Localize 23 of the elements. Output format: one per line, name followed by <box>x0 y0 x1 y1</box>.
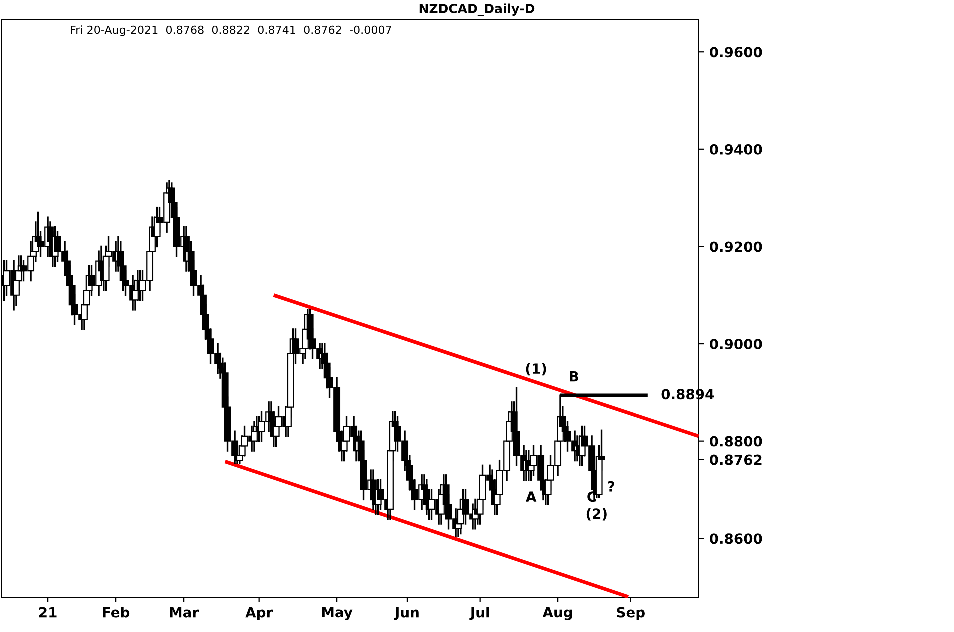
x-tick-label: Aug <box>542 607 572 620</box>
annotation: (2) <box>586 508 607 521</box>
x-tick-label: Jun <box>394 607 419 620</box>
annotation: A <box>526 492 537 502</box>
chart-title: NZDCAD_Daily-D <box>420 4 535 16</box>
y-tick-label: 0.8600 <box>710 534 762 544</box>
annotation: B <box>570 371 578 382</box>
x-tick-label: May <box>322 607 353 620</box>
y-tick-label: 0.9000 <box>710 339 762 350</box>
x-tick-label: Apr <box>246 607 274 620</box>
y-tick-label: 0.8762 <box>710 454 762 466</box>
y-tick-label: 0.9400 <box>710 144 762 155</box>
y-tick-label: 0.8800 <box>710 436 762 447</box>
x-tick-label: Feb <box>103 607 130 618</box>
y-tick-label: 0.9600 <box>710 47 762 58</box>
annotation: Fri 20-Aug-2021 0.8768 0.8822 0.8741 0.8762 -0.0007 <box>71 26 392 36</box>
annotation: ? <box>608 481 614 492</box>
annotation: (1) <box>526 363 546 376</box>
x-tick-label: Mar <box>170 607 200 618</box>
x-tick-label: Sep <box>617 607 645 620</box>
y-tick-label: 0.9200 <box>710 242 762 252</box>
x-tick-label: Jul <box>470 607 490 620</box>
x-tick-label: 21 <box>39 607 57 618</box>
